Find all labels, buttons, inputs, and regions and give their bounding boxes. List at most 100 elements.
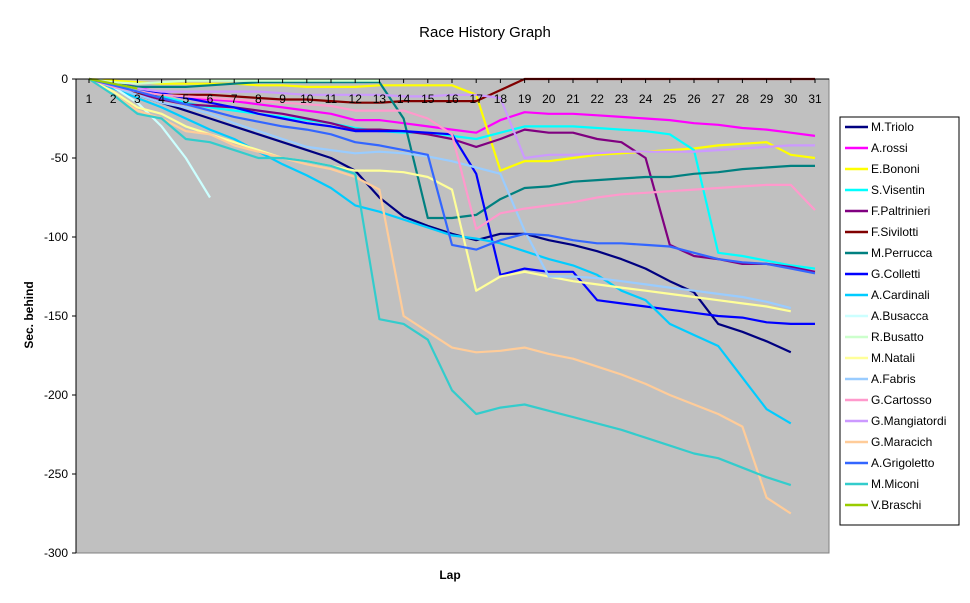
series-m-triolo bbox=[88, 77, 792, 354]
series-e-bononi-line bbox=[88, 77, 816, 172]
y-tick-label: -300 bbox=[44, 546, 68, 560]
y-tick-label: -100 bbox=[44, 230, 68, 244]
legend-item: G.Colletti bbox=[845, 267, 920, 281]
legend-item: F.Paltrinieri bbox=[845, 204, 930, 218]
legend-item: A.Busacca bbox=[845, 309, 929, 323]
x-tick-label: 10 bbox=[300, 92, 314, 106]
series-g-mangiatordi-line bbox=[88, 77, 815, 160]
x-tick-label: 3 bbox=[134, 92, 141, 106]
x-tick-label: 25 bbox=[663, 92, 677, 106]
x-tick-label: 17 bbox=[470, 92, 484, 106]
legend-label: G.Cartosso bbox=[871, 393, 932, 407]
x-tick-label: 26 bbox=[687, 92, 701, 106]
x-tick-label: 28 bbox=[736, 92, 750, 106]
x-tick-label: 16 bbox=[445, 92, 459, 106]
x-tick-label: 9 bbox=[279, 92, 286, 106]
series-a-cardinali bbox=[88, 77, 792, 425]
x-tick-label: 12 bbox=[349, 92, 363, 106]
x-tick-label: 7 bbox=[231, 92, 238, 106]
legend-label: M.Miconi bbox=[871, 477, 919, 491]
legend-label: E.Bononi bbox=[871, 162, 920, 176]
legend-item: F.Sivilotti bbox=[845, 225, 918, 239]
y-tick-label: -250 bbox=[44, 467, 68, 481]
legend-label: M.Natali bbox=[871, 351, 915, 365]
x-tick-label: 23 bbox=[615, 92, 629, 106]
x-tick-label: 13 bbox=[373, 92, 387, 106]
legend-label: A.Busacca bbox=[871, 309, 929, 323]
legend-label: A.Fabris bbox=[871, 372, 916, 386]
legend: M.Triolo A.rossi E.Bononi S.Visentin F.Paltr… bbox=[839, 116, 960, 526]
series-f-paltrinieri-line bbox=[88, 77, 816, 273]
legend-item: S.Visentin bbox=[845, 183, 925, 197]
series-g-maracich-line bbox=[88, 78, 792, 515]
x-tick-label: 6 bbox=[207, 92, 214, 106]
legend-label: A.Cardinali bbox=[871, 288, 930, 302]
series-g-cartosso-line bbox=[88, 77, 816, 231]
legend-label: M.Triolo bbox=[871, 120, 914, 134]
x-tick-label: 4 bbox=[158, 92, 165, 106]
y-tick-label: 0 bbox=[61, 72, 68, 86]
x-tick-label: 1 bbox=[86, 92, 93, 106]
legend-item: M.Natali bbox=[845, 351, 915, 365]
x-tick-label: 30 bbox=[784, 92, 798, 106]
series-a-grigoletto bbox=[88, 77, 816, 275]
x-tick-label: 14 bbox=[397, 92, 411, 106]
x-tick-label: 20 bbox=[542, 92, 556, 106]
y-axis-label: Sec. behind bbox=[22, 281, 36, 348]
legend-item: A.rossi bbox=[845, 141, 908, 155]
legend-item: E.Bononi bbox=[845, 162, 920, 176]
legend-item: G.Mangiatordi bbox=[845, 414, 946, 428]
x-tick-label: 15 bbox=[421, 92, 435, 106]
plot-area bbox=[75, 77, 830, 554]
y-tick-label: -150 bbox=[44, 309, 68, 323]
legend-item: A.Grigoletto bbox=[845, 456, 935, 470]
series-v-braschi-line bbox=[88, 77, 138, 90]
series-a-fabris bbox=[88, 77, 792, 310]
axes: 1 2 3 4 5 6 7 8 9 10 11 12 13 14 15 16 17 18 19 20 21 22 23 24 2… bbox=[44, 72, 829, 560]
x-tick-label: 18 bbox=[494, 92, 508, 106]
chart-title: Race History Graph bbox=[419, 24, 551, 41]
legend-label: A.Grigoletto bbox=[871, 456, 935, 470]
series-m-miconi-line bbox=[88, 78, 792, 487]
x-tick-label: 11 bbox=[325, 92, 338, 106]
legend-label: S.Visentin bbox=[871, 183, 925, 197]
series-m-triolo-line bbox=[88, 77, 792, 354]
legend-label: R.Busatto bbox=[871, 330, 924, 344]
x-tick-label: 22 bbox=[591, 92, 605, 106]
x-tick-label: 31 bbox=[808, 92, 822, 106]
legend-item: G.Cartosso bbox=[845, 393, 932, 407]
y-tick-label: -50 bbox=[51, 151, 69, 165]
x-tick-label: 29 bbox=[760, 92, 774, 106]
x-tick-label: 21 bbox=[566, 92, 580, 106]
legend-item: A.Fabris bbox=[845, 372, 916, 386]
y-tick-label: -200 bbox=[44, 388, 68, 402]
legend-item: V.Braschi bbox=[845, 498, 921, 512]
series-e-bononi bbox=[88, 77, 816, 172]
legend-box bbox=[839, 116, 960, 526]
series-f-paltrinieri bbox=[88, 77, 816, 273]
legend-item: M.Triolo bbox=[845, 120, 914, 134]
legend-label: A.rossi bbox=[871, 141, 908, 155]
legend-label: F.Paltrinieri bbox=[871, 204, 930, 218]
legend-label: G.Mangiatordi bbox=[871, 414, 946, 428]
legend-label: V.Braschi bbox=[871, 498, 921, 512]
series-g-maracich bbox=[88, 78, 792, 515]
legend-label: F.Sivilotti bbox=[871, 225, 918, 239]
legend-label: G.Maracich bbox=[871, 435, 932, 449]
series-m-perrucca bbox=[88, 77, 815, 220]
series-v-braschi bbox=[88, 77, 138, 90]
legend-item: M.Perrucca bbox=[845, 246, 933, 260]
series-a-fabris-line bbox=[88, 77, 792, 310]
legend-item: G.Maracich bbox=[845, 435, 932, 449]
series-a-rossi-line bbox=[88, 77, 816, 137]
x-tick-label: 19 bbox=[518, 92, 532, 106]
series-g-cartosso bbox=[88, 77, 816, 231]
x-tick-label: 5 bbox=[182, 92, 189, 106]
series-m-miconi bbox=[88, 78, 792, 487]
plot-background bbox=[75, 78, 830, 554]
x-tick-label: 2 bbox=[110, 92, 117, 106]
series-a-rossi bbox=[88, 77, 816, 137]
x-axis-label: Lap bbox=[439, 568, 460, 582]
legend-item: A.Cardinali bbox=[845, 288, 930, 302]
